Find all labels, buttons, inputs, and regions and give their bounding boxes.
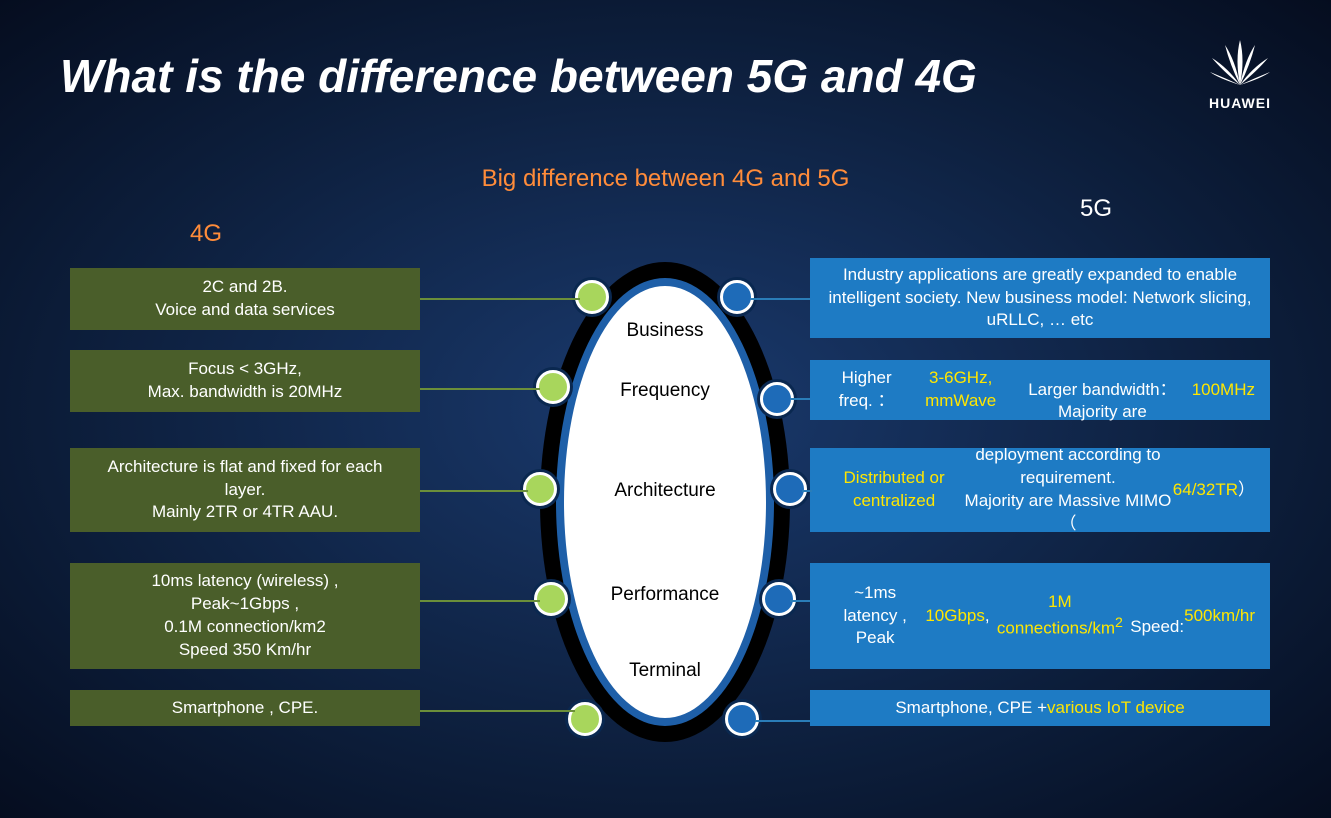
connector-right-2: [802, 490, 812, 492]
node-5g-architecture: [773, 472, 807, 506]
category-label-architecture: Architecture: [565, 480, 765, 502]
box-5g-3: ~1ms latency ,Peak 10Gbps ,1M connection…: [810, 563, 1270, 669]
node-4g-performance: [534, 582, 568, 616]
category-label-frequency: Frequency: [565, 380, 765, 402]
connector-right-4: [755, 720, 810, 722]
node-5g-frequency: [760, 382, 794, 416]
node-4g-terminal: [568, 702, 602, 736]
category-label-performance: Performance: [565, 584, 765, 606]
category-label-business: Business: [565, 320, 765, 342]
box-4g-4: Smartphone , CPE.: [70, 690, 420, 726]
category-label-terminal: Terminal: [565, 660, 765, 682]
box-4g-3: 10ms latency (wireless) ,Peak~1Gbps ,0.1…: [70, 563, 420, 669]
title-bar: What is the difference between 5G and 4G…: [60, 40, 1271, 111]
node-5g-performance: [762, 582, 796, 616]
box-4g-2: Architecture is flat and fixed for each …: [70, 448, 420, 532]
connector-left-2: [420, 490, 528, 492]
node-5g-business: [720, 280, 754, 314]
node-5g-terminal: [725, 702, 759, 736]
subtitle: Big difference between 4G and 5G: [0, 165, 1331, 193]
ellipse-inner-fill: [556, 278, 774, 726]
column-5g-label: 5G: [1080, 195, 1112, 223]
connector-right-3: [790, 600, 810, 602]
huawei-flower-icon: [1210, 40, 1270, 85]
node-4g-architecture: [523, 472, 557, 506]
connector-right-0: [750, 298, 810, 300]
box-4g-1: Focus < 3GHz,Max. bandwidth is 20MHz: [70, 350, 420, 412]
column-4g-label: 4G: [190, 220, 222, 248]
connector-left-4: [420, 710, 575, 712]
page-title: What is the difference between 5G and 4G: [60, 49, 977, 103]
box-4g-0: 2C and 2B.Voice and data services: [70, 268, 420, 330]
box-5g-4: Smartphone, CPE + various IoT device: [810, 690, 1270, 726]
node-4g-frequency: [536, 370, 570, 404]
connector-right-1: [790, 398, 810, 400]
box-5g-2: Distributed or centralized deployment ac…: [810, 448, 1270, 532]
box-5g-0: Industry applications are greatly expand…: [810, 258, 1270, 338]
box-5g-1: Higher freq. ：3-6GHz, mmWaveLarger bandw…: [810, 360, 1270, 420]
node-4g-business: [575, 280, 609, 314]
connector-left-1: [420, 388, 540, 390]
connector-left-3: [420, 600, 540, 602]
huawei-logo-text: HUAWEI: [1209, 95, 1271, 111]
center-ellipse: Business Frequency Architecture Performance…: [540, 262, 790, 742]
connector-left-0: [420, 298, 580, 300]
huawei-logo: HUAWEI: [1209, 40, 1271, 111]
